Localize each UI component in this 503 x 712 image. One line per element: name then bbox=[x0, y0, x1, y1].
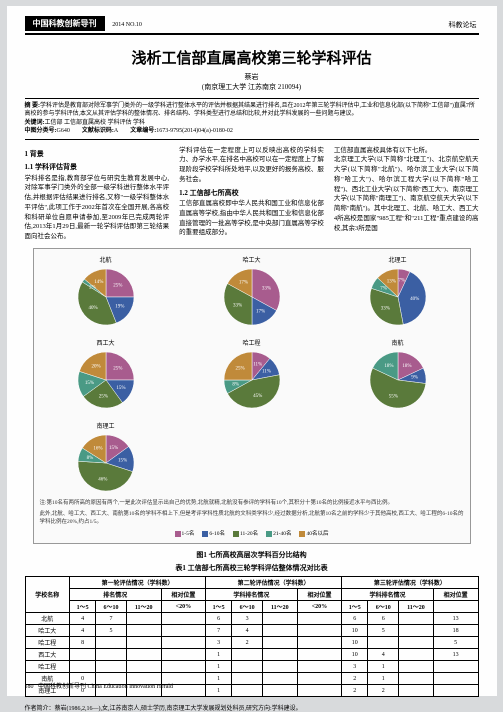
svg-text:25%: 25% bbox=[113, 283, 122, 288]
note1: 注:第10名有两所高的原因有两个,一是此次评估显示出自己的优势,北航就精,北航没… bbox=[40, 500, 464, 507]
author-note: 作者简介：蔡岩(1986,2,16—),女,江苏南京人,硕士学历,南京理工大学发… bbox=[25, 703, 479, 712]
pie-北航: 北航25%19%40%2%14% bbox=[40, 255, 172, 330]
pie-grid: 北航25%19%40%2%14%哈工大33%17%33%17%北理工7%40%3… bbox=[40, 255, 464, 496]
svg-text:45%: 45% bbox=[253, 394, 262, 399]
doc: A bbox=[114, 128, 118, 134]
svg-text:7%: 7% bbox=[380, 286, 387, 291]
legend: 1-5名6-10名11-20名21-40名40名以后 bbox=[40, 529, 464, 537]
fig-caption: 图1 七所高校高层次学科百分比结构 bbox=[25, 550, 479, 560]
svg-text:7%: 7% bbox=[398, 279, 405, 284]
svg-text:14%: 14% bbox=[94, 280, 103, 285]
journal-name: 中国科教创新导刊 bbox=[25, 16, 105, 31]
svg-text:17%: 17% bbox=[255, 309, 264, 314]
svg-text:9%: 9% bbox=[411, 375, 418, 380]
table-caption: 表1 工信部七所高校三轮学科评估整体情况对比表 bbox=[25, 563, 479, 573]
c3p1: 工信部直属高校具体有以下七所。 bbox=[334, 146, 479, 156]
kw-text: 工信部 工信部直属高校 学科评估 学科 bbox=[45, 120, 146, 126]
svg-text:15%: 15% bbox=[109, 446, 118, 451]
note2: 此外,北航、哈工大、西工大、南航第10名的学科不相上下,但是考评学科性质北航的文… bbox=[40, 511, 464, 526]
col2: 学科评估在一定程度上可以反映出高校的学科实力、办学水平,在排名中高校可以在一定程… bbox=[179, 146, 324, 242]
pie-北理工: 北理工7%40%33%7%13% bbox=[332, 255, 464, 330]
svg-text:18%: 18% bbox=[402, 364, 411, 369]
c3p2: 北京理工大学(以下简称"北理工")、北京航空航天大学(以下简称"北航")、哈尔滨… bbox=[334, 155, 479, 233]
svg-text:15%: 15% bbox=[116, 386, 125, 391]
svg-text:40%: 40% bbox=[88, 306, 97, 311]
col3: 工信部直属高校具体有以下七所。 北京理工大学(以下简称"北理工")、北京航空航天… bbox=[334, 146, 479, 242]
pie-哈工程: 哈工程11%11%45%8%25% bbox=[186, 338, 318, 413]
svg-text:46%: 46% bbox=[98, 477, 107, 482]
svg-text:25%: 25% bbox=[113, 366, 122, 371]
section-label: 科教论坛 bbox=[449, 20, 477, 30]
abstract-text: 学科评估是教育部对除军事学门类外的一级学科进行整体水平的评估并根据其结果进行排名… bbox=[25, 103, 475, 117]
svg-text:25%: 25% bbox=[98, 395, 107, 400]
svg-text:33%: 33% bbox=[380, 306, 389, 311]
data-table: 学校名称第一轮评估情况（学科数）第二轮评估情况（学科数）第三轮评估情况（学科数）… bbox=[25, 576, 479, 697]
pie-南理工: 南理工15%15%46%8%16% bbox=[40, 421, 172, 496]
author: 蔡岩 bbox=[25, 72, 479, 82]
kw-label: 关键词: bbox=[25, 120, 45, 126]
abstract-block: 摘 要:学科评估是教育部对除军事学门类外的一级学科进行整体水平的评估并根据其结果… bbox=[25, 98, 479, 140]
header-row: 中国科教创新导刊 2014 NO.10 科教论坛 bbox=[25, 16, 479, 31]
svg-text:25%: 25% bbox=[235, 366, 244, 371]
svg-text:16%: 16% bbox=[93, 446, 102, 451]
c2p1: 学科评估在一定程度上可以反映出高校的学科实力、办学水平,在排名中高校可以在一定程… bbox=[179, 146, 324, 185]
svg-text:13%: 13% bbox=[386, 280, 395, 285]
pie-西工大: 西工大25%15%25%15%20% bbox=[40, 338, 172, 413]
svg-text:40%: 40% bbox=[410, 297, 419, 302]
svg-text:33%: 33% bbox=[261, 286, 270, 291]
svg-text:33%: 33% bbox=[232, 304, 241, 309]
pie-南航: 南航18%9%55%18% bbox=[332, 338, 464, 413]
art-label: 文章编号: bbox=[130, 128, 156, 134]
page-footer: 180 中国科教创新导刊 China Education Innovation … bbox=[25, 681, 173, 690]
svg-text:8%: 8% bbox=[232, 382, 239, 387]
affiliation: (南京理工大学 江苏南京 210094) bbox=[25, 82, 479, 92]
svg-text:11%: 11% bbox=[261, 369, 270, 374]
svg-text:55%: 55% bbox=[388, 394, 397, 399]
svg-text:11%: 11% bbox=[253, 362, 262, 367]
art: 1673-9795(2014)04(a)-0180-02 bbox=[156, 128, 233, 134]
col1: 1 背景 1.1 学科评估背景 学科排名是指,教育部学位与研究生教育发展中心,对… bbox=[25, 146, 170, 242]
h1: 1 背景 bbox=[25, 149, 170, 160]
article-title: 浅析工信部直属高校第三轮学科评估 bbox=[25, 47, 479, 68]
issue: 2014 NO.10 bbox=[112, 22, 142, 28]
c2h2: 1.2 工信部七所高校 bbox=[179, 188, 324, 199]
svg-text:19%: 19% bbox=[115, 304, 124, 309]
svg-text:15%: 15% bbox=[84, 381, 93, 386]
c2p2: 工信部直属高校即中华人民共和国工业和信息化部直属高等学校,指由中华人民共和国工业… bbox=[179, 199, 324, 238]
svg-text:8%: 8% bbox=[86, 456, 93, 461]
chart-box: 北航25%19%40%2%14%哈工大33%17%33%17%北理工7%40%3… bbox=[33, 248, 471, 544]
svg-text:17%: 17% bbox=[238, 280, 247, 285]
h2: 1.1 学科评估背景 bbox=[25, 162, 170, 173]
svg-text:2%: 2% bbox=[89, 285, 96, 290]
abstract-label: 摘 要: bbox=[25, 103, 41, 109]
p1: 学科排名是指,教育部学位与研究生教育发展中心,对除军事学门类外的全部一级学科进行… bbox=[25, 174, 170, 242]
page-num: 180 bbox=[25, 684, 34, 690]
body-columns: 1 背景 1.1 学科评估背景 学科排名是指,教育部学位与研究生教育发展中心,对… bbox=[25, 146, 479, 242]
svg-text:20%: 20% bbox=[91, 364, 100, 369]
svg-text:18%: 18% bbox=[384, 364, 393, 369]
page: 中国科教创新导刊 2014 NO.10 科教论坛 浅析工信部直属高校第三轮学科评… bbox=[7, 6, 497, 696]
hr bbox=[25, 33, 479, 35]
svg-text:15%: 15% bbox=[118, 458, 127, 463]
footer-text: 中国科教创新导刊 China Education Innovation Hera… bbox=[38, 684, 173, 690]
clc-label: 中图分类号: bbox=[25, 128, 57, 134]
clc: G640 bbox=[57, 128, 70, 134]
pie-哈工大: 哈工大33%17%33%17% bbox=[186, 255, 318, 330]
doc-label: 文献标识码: bbox=[82, 128, 114, 134]
